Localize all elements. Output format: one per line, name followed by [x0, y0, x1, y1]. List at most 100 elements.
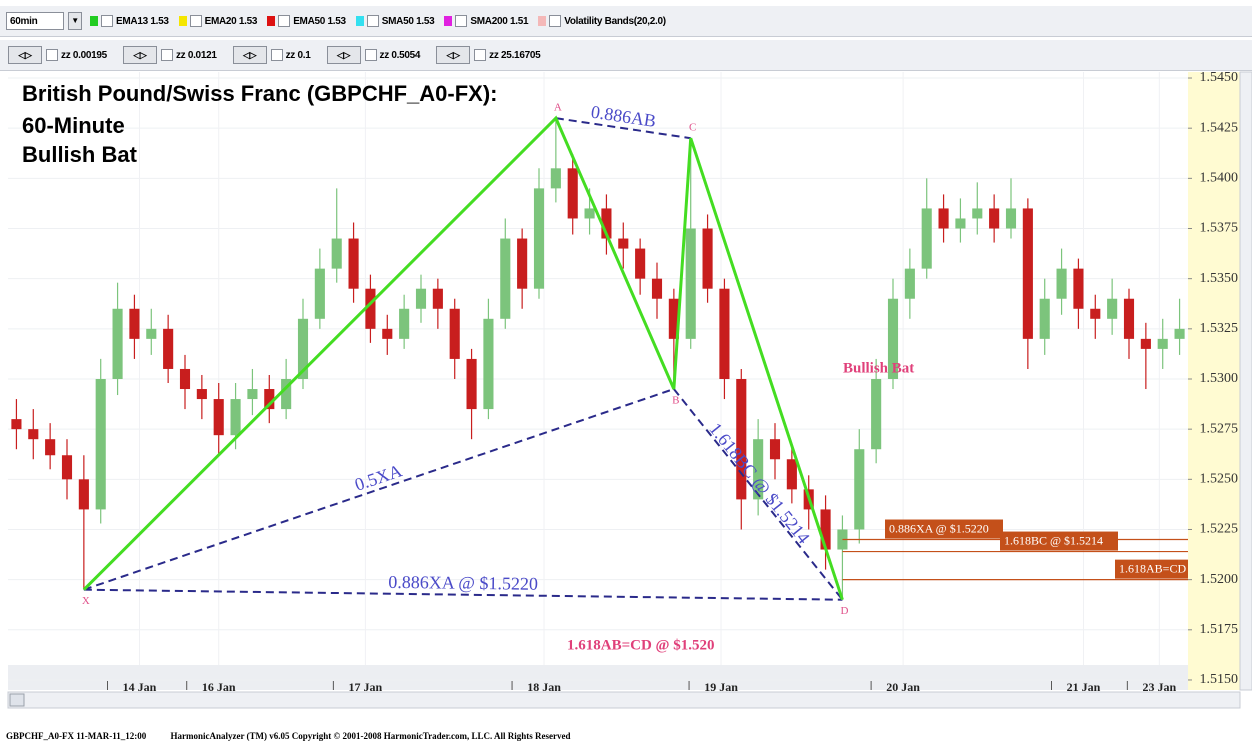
zigzag-toolbar: ◁▷ zz 0.00195 ◁▷ zz 0.0121 ◁▷ zz 0.1 ◁▷ zz 0.50…	[0, 40, 1252, 71]
y-tick-label: 1.5250	[1200, 472, 1239, 487]
level-box	[1115, 559, 1188, 579]
y-tick-label: 1.5450	[1200, 70, 1239, 85]
pattern-leg	[555, 117, 691, 140]
leg-label: 0.886XA @ $1.5220	[388, 572, 538, 594]
x-tick-label: 23 Jan	[1142, 680, 1176, 694]
candle-body	[28, 429, 39, 440]
date-bar	[8, 665, 1188, 690]
checkbox[interactable]	[549, 15, 562, 27]
vertical-scrollbar[interactable]	[1239, 71, 1252, 691]
annotation: Bullish Bat	[843, 360, 914, 376]
zigzag-toggle[interactable]: zz 0.1	[270, 49, 311, 61]
checkbox[interactable]	[455, 15, 468, 27]
checkbox[interactable]	[270, 49, 283, 61]
candle-body	[972, 208, 983, 219]
indicator-color	[267, 16, 276, 26]
candle-body	[567, 168, 578, 219]
footer-symbol: GBPCHF_A0-FX 11-MAR-11_12:00	[6, 731, 147, 741]
candle-body	[1140, 338, 1151, 349]
scroll-thumb[interactable]	[9, 693, 25, 707]
candle-body	[685, 228, 696, 339]
candle-body	[1005, 208, 1017, 229]
plot-background	[8, 72, 1188, 690]
candle-body	[786, 459, 797, 490]
candle-body	[432, 288, 443, 309]
step-arrows[interactable]: ◁▷	[436, 46, 471, 64]
checkbox[interactable]	[46, 49, 58, 61]
zigzag-label: zz 0.0121	[175, 49, 217, 61]
candle-body	[78, 479, 89, 510]
x-tick-label: 16 Jan	[202, 680, 236, 694]
checkbox[interactable]	[364, 49, 377, 61]
point-label: X	[82, 595, 90, 607]
x-tick-label: 19 Jan	[704, 680, 738, 694]
y-tick-label: 1.5225	[1200, 522, 1239, 537]
y-tick-label: 1.5300	[1200, 371, 1239, 386]
checkbox[interactable]	[474, 49, 487, 61]
candle-body	[1090, 308, 1101, 319]
y-tick-label: 1.5425	[1200, 120, 1239, 135]
y-axis-pane	[1188, 72, 1240, 690]
level-label: 1.618AB=CD	[1119, 561, 1186, 575]
overlay: 1.5150 1.5175 1.5200 1.5225 1.5250 1.5275 1.53…	[106, 70, 1239, 694]
indicator-toggle[interactable]: Volatility Bands(20,2.0)	[536, 15, 666, 27]
checkbox[interactable]	[366, 15, 379, 27]
candle-body	[1123, 298, 1135, 339]
checkbox[interactable]	[278, 15, 291, 27]
candle-body	[331, 238, 342, 269]
pattern-leg	[673, 388, 844, 601]
checkbox[interactable]	[160, 49, 173, 61]
candle-body	[348, 238, 359, 289]
candle-body	[1022, 208, 1033, 339]
candle-body	[129, 308, 140, 339]
candle-body	[365, 288, 376, 329]
step-arrows[interactable]: ◁▷	[122, 46, 157, 64]
zigzag-toggle[interactable]: zz 0.5054	[364, 49, 420, 61]
indicator-toggle[interactable]: EMA13 1.53	[88, 15, 169, 27]
step-arrows[interactable]: ◁▷	[326, 46, 361, 64]
x-tick-label: 17 Jan	[349, 680, 383, 694]
candle-body	[483, 318, 494, 410]
candle-body	[820, 509, 831, 550]
candle-body	[314, 268, 325, 319]
candle-body	[264, 389, 275, 410]
indicator-toggle[interactable]: SMA200 1.51	[442, 15, 529, 27]
zigzag-label: zz 25.16705	[489, 49, 541, 61]
zigzag-label: zz 0.00195	[61, 49, 107, 61]
interval-select[interactable]: 60min	[6, 12, 64, 30]
indicator-toggle[interactable]: SMA50 1.53	[354, 15, 435, 27]
zigzag-toggle[interactable]: zz 25.16705	[474, 49, 541, 61]
dropdown-button[interactable]: ▼	[68, 12, 82, 30]
step-arrows[interactable]: ◁▷	[232, 46, 267, 64]
indicator-color	[444, 16, 453, 26]
horizontal-scrollbar[interactable]	[7, 691, 1241, 709]
step-arrows[interactable]: ◁▷	[8, 46, 42, 64]
candle-body	[584, 208, 595, 219]
zigzag-toggle[interactable]: zz 0.0121	[160, 49, 217, 61]
pattern-leg	[83, 588, 843, 601]
indicator-color	[538, 16, 547, 26]
x-tick-label: 21 Jan	[1067, 680, 1101, 694]
indicator-label: SMA50 1.53	[381, 15, 435, 27]
point-label: D	[840, 605, 848, 617]
y-tick-label: 1.5275	[1200, 421, 1239, 436]
candle-body	[297, 318, 309, 379]
point-label: B	[672, 395, 679, 407]
y-tick-label: 1.5350	[1200, 271, 1239, 286]
candle-body	[196, 389, 207, 400]
zigzag-toggle[interactable]: zz 0.00195	[46, 49, 107, 61]
pattern-line	[82, 115, 844, 601]
zigzag-list: ◁▷ zz 0.00195 ◁▷ zz 0.0121 ◁▷ zz 0.1 ◁▷ zz 0.50…	[0, 46, 548, 64]
point-label: C	[689, 122, 696, 134]
footer-copyright: HarmonicAnalyzer (TM) v6.05 Copyright © …	[170, 731, 571, 741]
level-box	[885, 519, 1003, 539]
candle-body	[247, 389, 258, 400]
checkbox[interactable]	[101, 15, 113, 27]
candle-body	[854, 449, 865, 530]
indicator-toggle[interactable]: EMA20 1.53	[177, 15, 257, 27]
indicator-toggle[interactable]: EMA50 1.53	[265, 15, 346, 27]
candle-body	[921, 208, 932, 269]
checkbox[interactable]	[189, 15, 202, 27]
candle-body	[769, 439, 781, 460]
